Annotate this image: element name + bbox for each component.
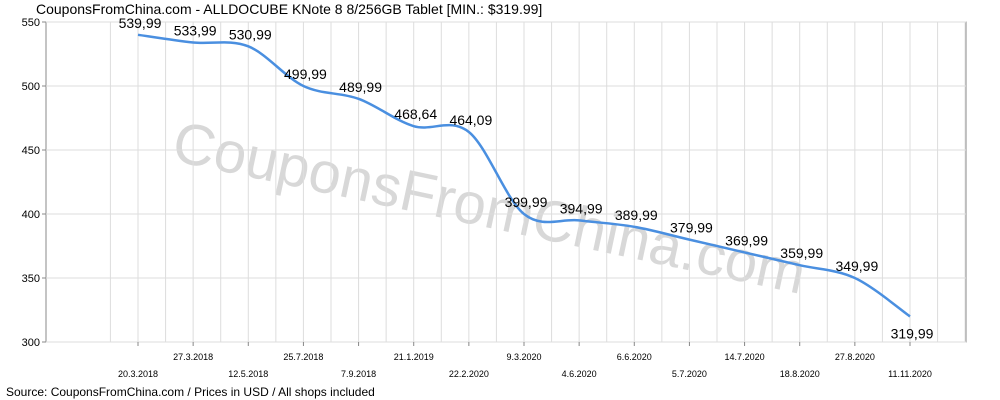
watermark-text: CouponsFromChina.com	[167, 109, 811, 307]
x-tick-label: 18.8.2020	[780, 369, 820, 379]
price-series-line	[137, 33, 911, 318]
chart-title: CouponsFromChina.com - ALLDOCUBE KNote 8…	[36, 1, 543, 17]
x-tick-label: 4.6.2020	[562, 369, 597, 379]
data-label: 399,99	[505, 194, 548, 210]
data-label: 499,99	[284, 66, 327, 82]
data-label: 379,99	[670, 220, 713, 236]
x-tick-label: 27.8.2020	[835, 352, 875, 362]
x-tick-label: 7.9.2018	[341, 369, 376, 379]
data-label: 319,99	[891, 325, 934, 341]
data-label: 468,64	[394, 106, 437, 122]
x-tick-label: 22.2.2020	[449, 369, 489, 379]
data-label: 389,99	[615, 207, 658, 223]
data-label: 369,99	[725, 232, 768, 248]
y-tick-label: 400	[22, 209, 40, 221]
data-label: 394,99	[560, 200, 603, 216]
y-tick-label: 350	[22, 273, 40, 285]
x-tick-label: 21.1.2019	[394, 352, 434, 362]
data-label: 489,99	[339, 79, 382, 95]
x-tick-label: 14.7.2020	[725, 352, 765, 362]
x-tick-label: 27.3.2018	[173, 352, 213, 362]
x-tick-label: 20.3.2018	[118, 369, 158, 379]
grid-lines	[45, 21, 967, 343]
y-axis: 300 350 400 450 500 550	[22, 17, 46, 349]
y-tick-label: 450	[22, 145, 40, 157]
x-tick-label: 5.7.2020	[672, 369, 707, 379]
data-labels: 539,99 533,99 530,99 499,99 489,99 468,64 464,…	[119, 15, 934, 342]
x-tick-label: 9.3.2020	[506, 352, 541, 362]
y-tick-label: 550	[22, 17, 40, 29]
data-label: 349,99	[835, 258, 878, 274]
x-tick-label: 11.11.2020	[888, 369, 932, 379]
data-label: 464,09	[449, 112, 492, 128]
data-label: 533,99	[174, 22, 217, 38]
data-label: 359,99	[780, 245, 823, 261]
y-tick-label: 500	[22, 81, 40, 93]
x-tick-label: 6.6.2020	[617, 352, 652, 362]
y-tick-label: 300	[22, 337, 40, 349]
data-label: 530,99	[229, 26, 272, 42]
x-axis: 20.3.2018 27.3.2018 12.5.2018 25.7.2018 7.9.…	[118, 342, 932, 379]
data-label: 539,99	[119, 15, 162, 31]
x-tick-label: 25.7.2018	[283, 352, 323, 362]
x-tick-label: 12.5.2018	[228, 369, 268, 379]
source-note: Source: CouponsFromChina.com / Prices in…	[6, 385, 375, 399]
